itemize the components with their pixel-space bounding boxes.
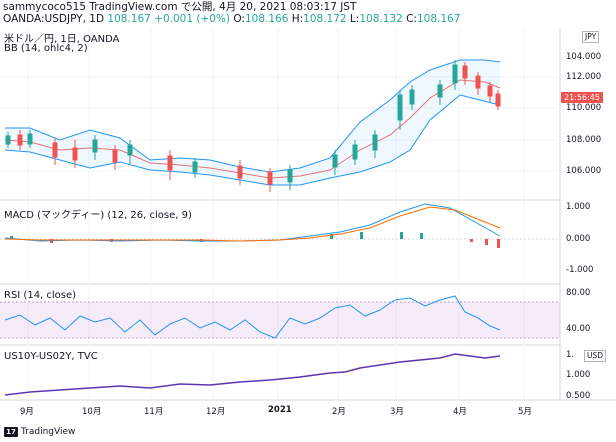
price-tick: 108.000 [566, 135, 602, 145]
spread-tick: 1. [566, 350, 575, 360]
high-key: H: [288, 13, 304, 25]
last-price: 108.167 [107, 13, 151, 25]
price-tick: 106.000 [566, 166, 602, 176]
close-value: 108.167 [416, 13, 461, 25]
ohlc-line: OANDA:USDJPY, 1D 108.167 +0.001 (+0%) O:… [3, 13, 460, 26]
rsi-tick: 80.00 [566, 288, 591, 298]
time-tick: 11月 [144, 407, 164, 417]
time-tick: 4月 [453, 407, 467, 417]
price-tick: 112.000 [566, 72, 602, 82]
macd-tick: 1.000 [566, 202, 591, 212]
low-value: 108.132 [359, 13, 403, 25]
time-tick: 3月 [390, 407, 404, 417]
bb-fill [5, 60, 500, 185]
publish-info: sammycoco515 TradingView.com で公開, 4月 20,… [3, 1, 357, 13]
tradingview-footer[interactable]: 17 TradingView [4, 427, 75, 437]
price-tick: 104.000 [566, 52, 602, 62]
spread-line [4, 353, 501, 396]
macd-pane-title[interactable]: MACD (マックディー) (12, 26, close, 9) [4, 210, 192, 221]
tradingview-brand: TradingView [21, 427, 76, 437]
time-tick: 2月 [332, 407, 346, 417]
price-change: +0.001 (+0%) [154, 13, 230, 25]
time-tick: 5月 [518, 407, 532, 417]
rsi-pane-title[interactable]: RSI (14, close) [4, 290, 77, 301]
symbol-label[interactable]: OANDA:USDJPY, 1D [3, 13, 105, 25]
time-tick: 2021 [268, 405, 292, 415]
time-tick: 10月 [82, 407, 102, 417]
bb-indicator-label[interactable]: BB (14, ohlc4, 2) [4, 43, 88, 54]
rsi-tick: 40.00 [566, 324, 591, 334]
spread-pane-title[interactable]: US10Y-US02Y, TVC [4, 351, 98, 362]
close-key: C: [402, 13, 417, 25]
main-pane-title[interactable]: 米ドル／円, 1日, OANDA [4, 34, 120, 45]
macd-tick: 0.000 [566, 234, 591, 244]
currency-tag[interactable]: JPY [582, 31, 600, 43]
tradingview-logo-icon: 17 [4, 427, 18, 437]
spread-tick: 1.000 [566, 370, 591, 380]
spread-currency-tag[interactable]: USD [584, 350, 607, 362]
spread-tick: 0.500 [566, 391, 591, 401]
time-tick: 9月 [20, 407, 34, 417]
candlestick-series[interactable] [5, 60, 501, 192]
open-value: 108.166 [244, 13, 289, 25]
signal-line [4, 206, 501, 242]
price-tick: 110.000 [566, 103, 602, 113]
time-tick: 12月 [206, 407, 226, 417]
low-key: L: [346, 13, 360, 25]
rsi-line [4, 295, 501, 339]
high-value: 108.172 [303, 13, 347, 25]
open-key: O: [230, 13, 245, 25]
countdown-price-tag: 21:56:45 [561, 92, 603, 103]
macd-tick: -1.000 [566, 265, 594, 275]
rsi-band [0, 302, 560, 338]
